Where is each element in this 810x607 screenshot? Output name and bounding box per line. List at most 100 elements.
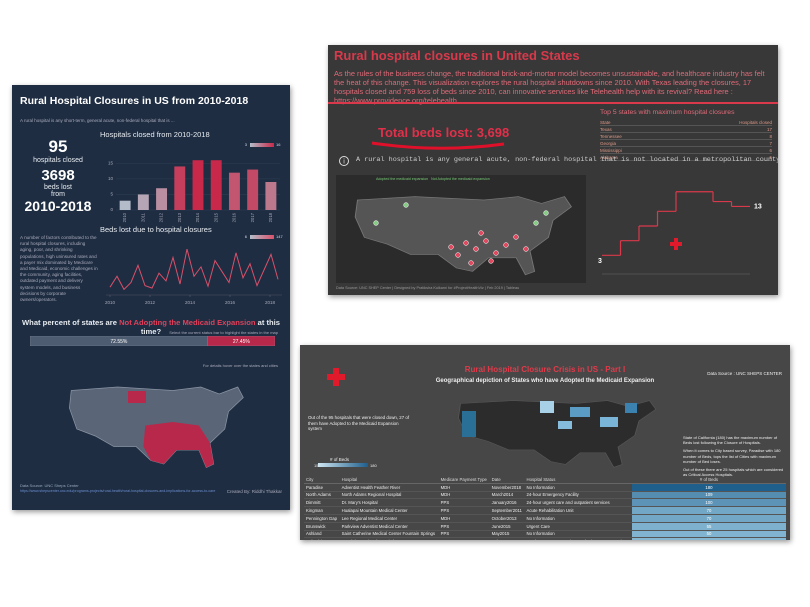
- table-row: Brunswick Parkview Adventist Medical Cent…: [304, 522, 786, 531]
- cell: PPS: [438, 530, 490, 539]
- legend-max: 180: [370, 463, 377, 468]
- cell: Lee Regional Medical Center: [339, 514, 439, 523]
- cell: Tennessee: [600, 133, 622, 139]
- kpi-beds: 3698: [41, 167, 75, 184]
- table-row: North Adams North Adams Regional Hospital…: [304, 491, 786, 500]
- x-tick-label: 2010: [105, 300, 116, 305]
- cell: 8: [769, 133, 772, 139]
- y-tick-label: 0: [110, 207, 113, 212]
- source: Data Source: UNC Sheps Center: [20, 483, 79, 488]
- header-row: City Hospital Medicare Payment Type Date Hos…: [304, 476, 786, 484]
- beds-cell: 180: [632, 483, 786, 492]
- cell: Dr. Mary's Hospital: [339, 498, 439, 508]
- header-cell: # of Beds: [632, 476, 786, 484]
- x-tick-label: 2015: [213, 212, 218, 222]
- header-cell: City: [304, 476, 340, 484]
- hospital-table: City Hospital Medicare Payment Type Date Hos…: [304, 476, 786, 540]
- cell: Alabama: [600, 154, 618, 160]
- legend-gradient: [318, 463, 368, 467]
- right-note: When it comes to City based survey, Para…: [683, 448, 781, 464]
- cell: PPS: [438, 522, 490, 531]
- x-tick-label: 2014: [195, 212, 200, 222]
- beds-title: Beds lost due to hospital closures: [100, 225, 212, 234]
- map-frame: Adopted the medicaid expansion Not Adopt…: [336, 175, 586, 283]
- beds-cell: 109: [632, 491, 786, 500]
- cell: No Information: [524, 514, 632, 523]
- share-bar: 72.55% 27.45%: [30, 336, 275, 346]
- hospital-dots-green: [373, 202, 549, 226]
- bar: [174, 166, 186, 210]
- map: [457, 400, 657, 468]
- header-cell: Medicare Payment Type: [438, 476, 490, 484]
- x-tick-label: 2012: [159, 212, 164, 222]
- cell: MDH: [438, 491, 490, 500]
- cell: Kingman: [304, 506, 340, 515]
- x-tick-label: 2012: [145, 300, 156, 305]
- factors: A number of factors contributed to the r…: [20, 235, 98, 302]
- bar: [210, 160, 222, 210]
- source-link[interactable]: https://www.shepscenter.unc.edu/programs…: [20, 489, 216, 493]
- table-row: Paradise Adventist Health Feather River MD…: [304, 483, 786, 492]
- data-label: 3: [598, 258, 602, 265]
- share-segment: [207, 336, 275, 346]
- y-tick-label: 5: [110, 192, 113, 197]
- hint: Select the current status bar to highlig…: [169, 330, 278, 335]
- map-highlight: [143, 422, 214, 468]
- cell: Ashland: [304, 530, 340, 539]
- definition: A rural hospital is any general acute, n…: [356, 156, 778, 164]
- question-highlight: Not Adopting the Medicaid Expansion: [119, 318, 256, 327]
- y-tick-label: 15: [108, 161, 114, 166]
- map-highlight: [128, 391, 146, 403]
- cell: October2013: [489, 514, 525, 523]
- table-row: Dimmitt Dr. Mary's Hospital PPS January2016…: [304, 498, 786, 508]
- cell: 24-hour urgent care and outpatient servi…: [524, 498, 632, 508]
- cell: Urgent Care: [524, 522, 632, 531]
- beds-cell: 45: [632, 537, 786, 540]
- beds-cell: 70: [632, 514, 786, 523]
- us-map: [69, 386, 244, 468]
- cell: MDH: [438, 483, 490, 492]
- cell: Acute Rehabilitation Unit: [524, 506, 632, 515]
- bar: [228, 172, 240, 210]
- top5-table: State Hospitals closed Texas 17 Tennessee 8 Ge…: [600, 119, 772, 161]
- kpi-from: from: [51, 191, 65, 198]
- legend-bar: [250, 143, 274, 147]
- credit: Created By: Riddhi Thakkar: [226, 489, 282, 494]
- legend-min: 3: [245, 142, 248, 147]
- kpi-block: 95 hospitals closed 3698 beds lost from …: [16, 137, 100, 214]
- cell: 7: [769, 140, 772, 146]
- cell: Texas: [600, 126, 612, 132]
- x-tick-label: 2016: [232, 212, 237, 222]
- map-legend: Adopted the medicaid expansion Not Adopt…: [376, 177, 490, 181]
- kpi-closed: 95: [48, 137, 68, 156]
- cell: Adventist Health Feather River: [339, 483, 439, 492]
- dashboard-top: Rural hospital closures in United States…: [328, 45, 778, 295]
- bar: [247, 169, 259, 210]
- cell: State: [600, 119, 611, 125]
- cell: November2018: [489, 483, 525, 492]
- footer: Data Source: UNC SHEP Center | Designed …: [336, 286, 520, 290]
- cell: Westlake Regional Hospital: [339, 537, 439, 540]
- cell: Brunswick: [304, 522, 340, 531]
- bar: [119, 200, 131, 210]
- bar: [137, 194, 149, 210]
- kpi-period: 2010-2018: [24, 198, 92, 214]
- legend-title: # of Beds: [330, 457, 350, 462]
- cell: March2014: [489, 491, 525, 500]
- cell: MDH: [438, 514, 490, 523]
- cell: Pennington Gap: [304, 514, 340, 523]
- title: Rural hospital closures in United States: [334, 48, 580, 63]
- right-note: State of California (180) has the maximu…: [683, 435, 778, 446]
- cell: Parkview Adventist Medical Center: [339, 522, 439, 531]
- cell: ER department, outpatient, and primary c…: [524, 537, 632, 540]
- table-row: Mississippi 6: [600, 147, 772, 154]
- cell: North Adams Regional Hospital: [339, 491, 439, 500]
- table-row: ColumbiaWestlake Regional HospitalMDHFeb…: [304, 537, 786, 540]
- y-tick-label: 10: [108, 176, 114, 181]
- intro: As the rules of the business change, the…: [334, 69, 765, 105]
- legend-item: Adopted the medicaid expansion: [376, 177, 429, 181]
- share-label: 27.45%: [233, 339, 251, 345]
- underline: [371, 141, 505, 150]
- header-cell: Hospital Status: [524, 476, 632, 484]
